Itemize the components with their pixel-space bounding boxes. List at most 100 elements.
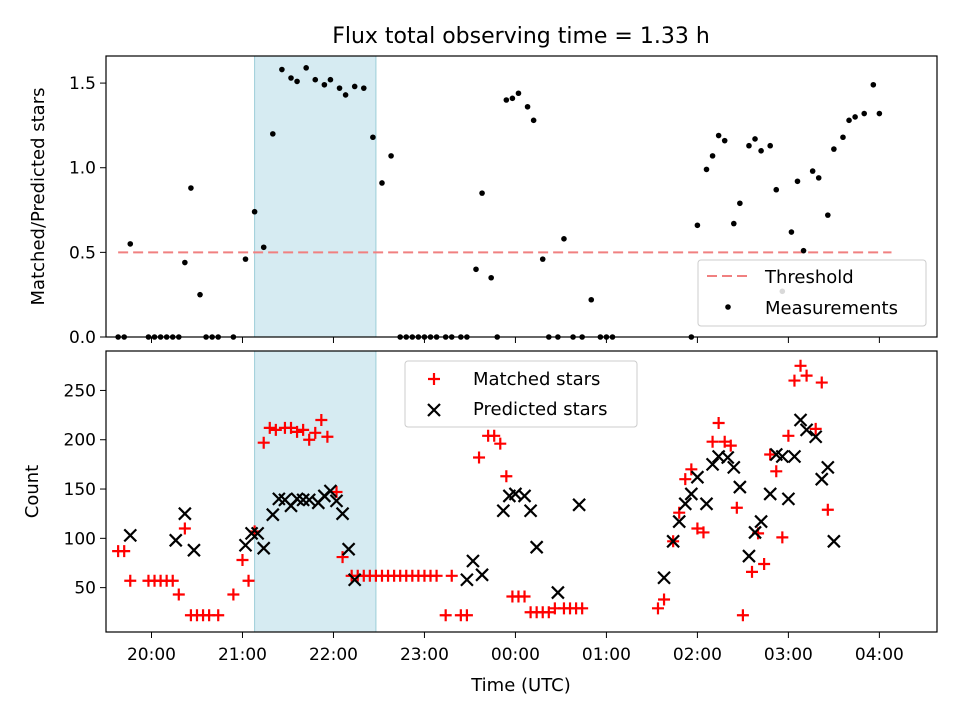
measurement-point-0224 [730, 220, 737, 227]
measurement-point-2354 [503, 97, 510, 103]
matched-point-1942 [118, 545, 131, 558]
measurements-series [115, 65, 883, 340]
measurement-point-2032 [197, 291, 203, 298]
matched-point-2044 [212, 609, 225, 622]
bottom-legend: Matched stars Predicted stars [404, 360, 638, 428]
measurement-point-2142 [303, 65, 309, 71]
chart-title: Flux total observing time = 1.33 h [332, 24, 710, 49]
predicted-point-2210 [341, 542, 356, 556]
predicted-stars-series [123, 413, 841, 600]
predicted-point-2140 [296, 493, 310, 507]
matched-point-1946 [124, 574, 137, 587]
measurement-point-0210 [709, 153, 716, 159]
highlight-span-bottom [254, 350, 377, 633]
predicted-point-2338 [475, 568, 489, 582]
matched-point-2336 [473, 451, 486, 464]
matched-point-2350 [494, 437, 507, 450]
predicted-point-0144 [666, 534, 680, 549]
predicted-point-2202 [329, 494, 344, 508]
x-tick-label: 00:00 [491, 645, 540, 665]
predicted-point-2328 [460, 572, 474, 587]
predicted-point-2352 [496, 503, 511, 518]
predicted-point-0014 [529, 540, 544, 554]
legend-threshold-label: Threshold [764, 267, 854, 288]
predicted-point-2016 [168, 533, 183, 548]
predicted-point-0330 [827, 534, 841, 549]
matched-point-0326 [821, 503, 834, 516]
y-tick-label: 1.0 [69, 159, 96, 179]
matched-point-0230 [736, 609, 749, 622]
predicted-point-0322 [814, 472, 829, 486]
matched-point-0318 [809, 422, 822, 435]
matched-point-0200 [691, 522, 704, 535]
measurement-point-0206 [703, 166, 710, 173]
matched-point-0006 [518, 590, 531, 603]
measurement-point-2022 [182, 259, 188, 266]
predicted-point-0210 [705, 457, 720, 472]
predicted-point-2022 [178, 506, 192, 521]
matched-point-2328 [460, 609, 473, 622]
measurement-point-0218 [721, 137, 728, 144]
y-tick-label: 0.5 [69, 243, 96, 263]
predicted-point-1946 [123, 528, 138, 543]
x-tick-label: 22:00 [309, 645, 358, 665]
matched-point-0134 [651, 602, 664, 615]
top-legend: Threshold Measurements [697, 259, 927, 327]
measurement-point-0032 [561, 236, 567, 242]
x-tick-label: 04:00 [855, 645, 904, 665]
predicted-point-2110 [250, 526, 265, 541]
bottom-axes-frame [105, 350, 938, 633]
matched-point-0252 [770, 465, 783, 478]
measurement-point-0344 [852, 114, 858, 120]
predicted-point-0148 [672, 514, 686, 529]
matched-point-0236 [745, 565, 758, 578]
predicted-point-0312 [799, 423, 814, 437]
x-tick-label: 23:00 [400, 645, 449, 665]
legend-measurements-swatch [725, 304, 731, 310]
matched-point-0156 [685, 463, 698, 476]
predicted-point-0200 [690, 470, 705, 484]
matched-point-0308 [794, 359, 807, 372]
matched-point-2206 [336, 551, 349, 564]
matched-point-2144 [303, 433, 316, 446]
legend-predicted-label: Predicted stars [473, 399, 607, 420]
measurement-point-2358 [509, 95, 516, 102]
predicted-point-2102 [238, 538, 253, 553]
measurement-point-0400 [876, 110, 883, 117]
measurement-point-2154 [321, 81, 328, 88]
predicted-point-0304 [787, 449, 802, 464]
predicted-point-0010 [523, 503, 538, 518]
predicted-point-0326 [821, 460, 835, 475]
measurement-point-0234 [746, 142, 752, 149]
measurement-point-0002 [515, 90, 522, 97]
y-tick-label: 250 [64, 381, 96, 401]
matched-point-2018 [172, 588, 185, 601]
matched-point-2104 [242, 574, 255, 587]
measurement-point-0306 [794, 178, 801, 185]
predicted-point-2106 [244, 526, 259, 541]
measurement-point-2226 [370, 134, 376, 141]
matched-point-0214 [712, 416, 725, 429]
matched-point-0312 [800, 369, 813, 382]
predicted-point-0224 [727, 460, 741, 475]
matched-point-2156 [321, 430, 334, 443]
top-axes-frame [105, 55, 938, 338]
measurement-point-0326 [825, 212, 831, 218]
predicted-point-0238 [748, 525, 762, 540]
matched-point-0322 [815, 376, 828, 389]
matched-point-2054 [227, 588, 240, 601]
predicted-point-2206 [335, 506, 350, 521]
measurement-point-0252 [773, 186, 780, 193]
matched-point-0138 [658, 593, 671, 606]
matched-point-2148 [309, 426, 322, 439]
legend-matched-swatch [428, 373, 440, 385]
measurement-point-2102 [242, 256, 249, 262]
measurement-point-2108 [251, 208, 258, 215]
measurement-point-0008 [524, 103, 531, 110]
measurement-point-2338 [479, 190, 485, 196]
legend-measurements-label: Measurements [765, 298, 898, 319]
top-x-ticks [150, 337, 880, 343]
predicted-point-2144 [302, 493, 316, 507]
measurement-point-0356 [870, 81, 877, 88]
measurement-point-0200 [694, 222, 701, 229]
